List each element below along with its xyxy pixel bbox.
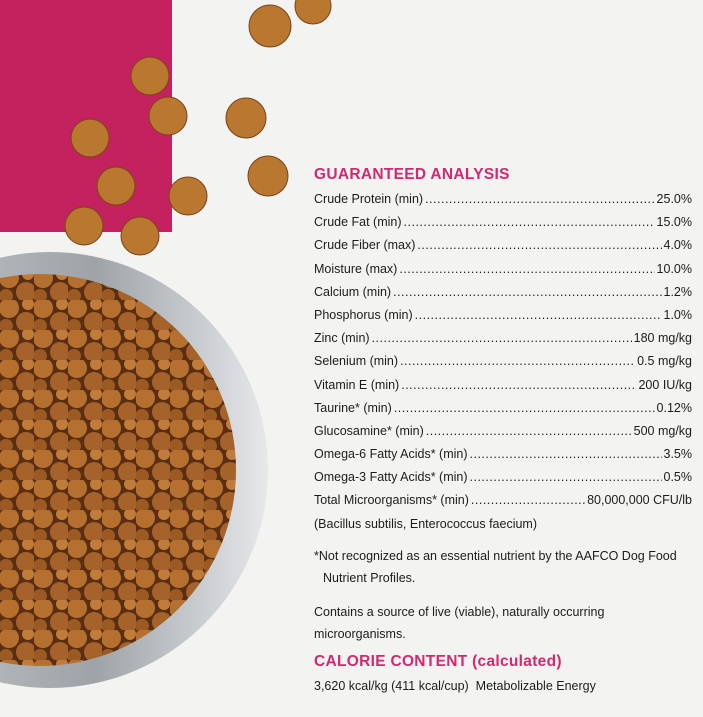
nutrient-label: Crude Fat (min) xyxy=(314,215,402,230)
leader-dots xyxy=(415,304,662,327)
nutrient-label: Omega-6 Fatty Acids* (min) xyxy=(314,447,468,462)
analysis-row: Zinc (min) 180 mg/kg xyxy=(314,327,692,350)
nutrient-value: 0.12% xyxy=(656,400,692,415)
nutrient-value: 1.2% xyxy=(663,284,693,299)
analysis-row: Selenium (min) 0.5 mg/kg xyxy=(314,350,692,373)
leader-dots xyxy=(471,489,585,512)
strains: (Bacillus subtilis, Enterococcus faecium… xyxy=(314,516,537,531)
analysis-row: Calcium (min) 1.2% xyxy=(314,281,692,304)
analysis-row: Total Microorganisms* (min) 80,000,000 CF… xyxy=(314,489,692,512)
leader-dots xyxy=(401,374,636,397)
leader-dots xyxy=(400,350,635,373)
nutrient-value: 0.5% xyxy=(663,470,693,485)
analysis-panel: GUARANTEED ANALYSIS Crude Protein (min) 2… xyxy=(314,166,692,697)
nutrient-value: 500 mg/kg xyxy=(633,423,692,438)
nutrient-value: 15.0% xyxy=(656,215,692,230)
nutrient-value: 3.5% xyxy=(663,447,693,462)
leader-dots xyxy=(425,188,654,211)
leader-dots xyxy=(470,443,662,466)
leader-dots xyxy=(417,234,661,257)
leader-dots xyxy=(394,397,655,420)
nutrient-label: Calcium (min) xyxy=(314,284,392,299)
leader-dots xyxy=(470,466,662,489)
nutrient-label: Moisture (max) xyxy=(314,261,398,276)
analysis-row: Glucosamine* (min) 500 mg/kg xyxy=(314,420,692,443)
leader-dots xyxy=(372,327,632,350)
leader-dots xyxy=(426,420,632,443)
nutrient-label: Crude Protein (min) xyxy=(314,192,424,206)
nutrient-label: Taurine* (min) xyxy=(314,400,392,415)
calorie-text: 3,620 kcal/kg (411 kcal/cup) Metabolizab… xyxy=(314,678,596,693)
analysis-row: Crude Fiber (max) 4.0% xyxy=(314,234,692,257)
nutrient-label: Selenium (min) xyxy=(314,354,399,369)
nutrient-label: Crude Fiber (max) xyxy=(314,238,416,253)
nutrient-value: 0.5 mg/kg xyxy=(637,354,692,369)
nutrient-value: 10.0% xyxy=(656,261,692,276)
nutrient-label: Glucosamine* (min) xyxy=(314,423,424,438)
analysis-row: Phosphorus (min) 1.0% xyxy=(314,304,692,327)
nutrient-value: 200 IU/kg xyxy=(638,377,692,392)
nutrient-value: 180 mg/kg xyxy=(633,331,692,346)
nutrient-label: Vitamin E (min) xyxy=(314,377,400,392)
analysis-row: Crude Fat (min) 15.0% xyxy=(314,211,692,234)
nutrient-label: Phosphorus (min) xyxy=(314,307,413,322)
analysis-row: Vitamin E (min) 200 IU/kg xyxy=(314,374,692,397)
leader-dots xyxy=(399,258,654,281)
nutrient-label: Zinc (min) xyxy=(314,331,370,346)
analysis-row: Omega-3 Fatty Acids* (min) 0.5% xyxy=(314,466,692,489)
heading: GUARANTEED ANALYSIS xyxy=(314,166,510,183)
leader-dots xyxy=(393,281,661,304)
leader-dots xyxy=(404,211,655,234)
analysis-row: Crude Protein (min) 25.0% xyxy=(314,188,692,211)
probiotic-note: Contains a source of live (viable), natu… xyxy=(314,604,605,641)
nutrient-value: 4.0% xyxy=(663,238,693,253)
analysis-row: Omega-6 Fatty Acids* (min) 3.5% xyxy=(314,443,692,466)
analysis-rows: Crude Protein (min) 25.0% Crude Fat (min) 1… xyxy=(314,188,692,513)
analysis-row: Moisture (max) 10.0% xyxy=(314,258,692,281)
nutrient-value: 80,000,000 CFU/lb xyxy=(587,493,692,508)
nutrient-label: Total Microorganisms* (min) xyxy=(314,493,469,508)
analysis-row: Taurine* (min) 0.12% xyxy=(314,397,692,420)
footnote: *Not recognized as an essential nutrient… xyxy=(314,548,677,585)
nutrient-label: Omega-3 Fatty Acids* (min) xyxy=(314,470,468,485)
calorie-heading: CALORIE CONTENT (calculated) xyxy=(314,652,562,670)
nutrient-value: 1.0% xyxy=(663,307,693,322)
nutrient-value: 25.0% xyxy=(656,192,692,206)
